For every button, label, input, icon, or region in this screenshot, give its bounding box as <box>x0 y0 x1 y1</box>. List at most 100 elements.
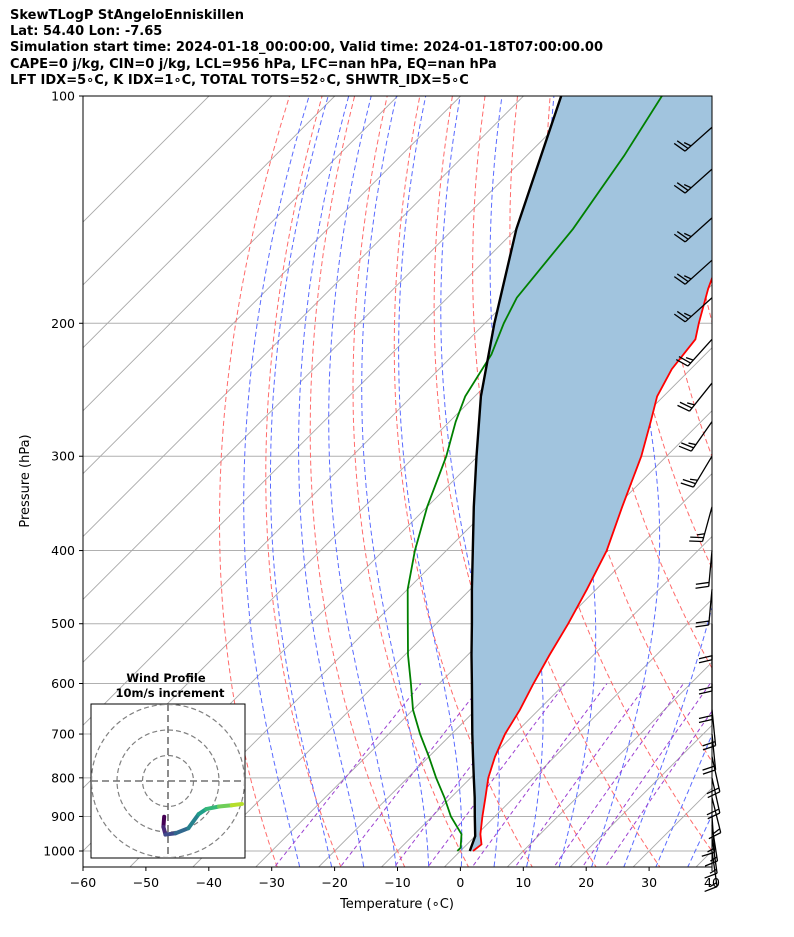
wind-barb-feather <box>698 655 713 660</box>
wind-barb-feather <box>678 356 691 364</box>
isotherm--120 <box>83 96 462 475</box>
wind-barb-feather <box>695 585 709 589</box>
wind-barb-feather <box>686 402 695 406</box>
wind-barb-staff <box>684 168 713 194</box>
wind-barb <box>673 259 713 285</box>
title-line-cape: CAPE=0 j/kg, CIN=0 j/kg, LCL=956 hPa, LF… <box>10 56 497 72</box>
wind-barb-feather <box>709 882 717 888</box>
wind-barb-staff <box>708 550 713 587</box>
wind-barb-feather <box>681 442 694 449</box>
wind-barb-feather <box>683 142 692 147</box>
dry-adiabat-70 <box>614 96 712 570</box>
mixing-ratio-0.4 <box>273 683 422 867</box>
title-line-location: Lat: 54.40 Lon: -7.65 <box>10 24 163 40</box>
y-tick-label: 400 <box>51 543 75 558</box>
wind-barb <box>708 797 722 840</box>
y-tick-label: 200 <box>51 316 75 331</box>
inset-content <box>91 704 245 858</box>
isotherm--150 <box>83 96 273 286</box>
wind-barb-feather <box>709 868 717 874</box>
x-tick-label: −20 <box>321 875 347 890</box>
moist-adiabat-30 <box>623 96 712 867</box>
x-tick-label: 30 <box>641 875 657 890</box>
wind-barb-staff <box>684 297 713 323</box>
isotherm--10 <box>380 535 712 867</box>
isotherm-50 <box>744 62 794 883</box>
wind-barb-staff <box>692 455 713 488</box>
mixing-ratio-1 <box>339 683 484 867</box>
x-axis-label: Temperature (∘C) <box>339 897 454 912</box>
wind-barb-feather <box>682 478 696 485</box>
wind-barb-feather <box>702 769 716 775</box>
wind-barb-feather <box>673 233 686 243</box>
y-tick-label: 100 <box>51 89 75 104</box>
wind-barb <box>704 850 718 893</box>
wind-barb-feather <box>698 690 713 695</box>
wind-barb-staff <box>711 733 717 770</box>
mixing-ratio-20 <box>604 710 712 867</box>
axes-layer: −60 −50 −40 −30 −20 −10 0 10 20 30 40 1000 900 800 700… <box>43 89 720 891</box>
dry-adiabat-120 <box>778 96 794 882</box>
moist-adiabat-35 <box>655 733 712 867</box>
wind-barb <box>680 455 713 488</box>
hodograph-segment <box>186 812 201 831</box>
shaded-area-layer <box>469 96 712 851</box>
wind-barb <box>673 168 713 194</box>
isotherm--140 <box>83 96 336 349</box>
wind-barb-feather <box>702 740 716 747</box>
x-tick-label: 0 <box>456 875 464 890</box>
wind-barb-feather <box>676 310 689 320</box>
wind-barb-feather <box>707 812 721 820</box>
wind-barb-staff <box>690 421 713 452</box>
moist-adiabat--15 <box>270 96 333 867</box>
wind-barb-staff <box>708 589 713 626</box>
x-tick-label: −40 <box>196 875 222 890</box>
isotherm--160 <box>83 96 210 223</box>
wind-barb-staff <box>687 338 713 367</box>
shaded-area <box>469 96 712 851</box>
wind-barb-feather <box>698 714 713 720</box>
temperature-line <box>472 275 712 852</box>
dewpoint-line <box>406 96 663 852</box>
dry-adiabat-0 <box>352 96 470 867</box>
wind-barb-feather <box>690 536 704 539</box>
wind-barb <box>695 550 713 589</box>
wind-barb-feather <box>697 533 705 536</box>
dry-adiabat-100 <box>713 96 794 882</box>
title-line-station: SkewTLogP StAngeloEnniskillen <box>10 8 244 23</box>
y-tick-label: 900 <box>51 809 75 824</box>
wind-barb-feather <box>706 808 720 816</box>
wind-barbs-layer <box>673 126 722 893</box>
wind-barb-feather <box>707 791 721 799</box>
wind-barb <box>673 297 713 323</box>
isotherm--130 <box>83 96 399 412</box>
wind-barb-feather <box>704 872 718 879</box>
wind-barb-staff <box>711 837 718 874</box>
wind-barb <box>695 589 713 628</box>
x-tick-label: −30 <box>259 875 285 890</box>
wind-barb-feather <box>673 313 686 323</box>
isotherm-20 <box>569 724 712 867</box>
wind-barb-feather <box>708 832 722 840</box>
wind-barb-feather <box>685 357 694 361</box>
wind-barb-feather <box>695 581 710 585</box>
wind-barb-feather <box>698 659 713 664</box>
parcel-profile-line <box>468 96 563 852</box>
wind-barb-feather <box>707 847 715 853</box>
isotherm--100 <box>83 96 588 601</box>
dry-adiabat--30 <box>219 96 290 867</box>
wind-barb-feather <box>704 886 718 893</box>
moist-adiabat-40 <box>687 813 712 867</box>
profile-lines-layer <box>406 96 712 852</box>
y-axis-label: Pressure (hPa) <box>18 434 33 527</box>
x-tick-label: −60 <box>70 875 96 890</box>
wind-barb-feather <box>684 312 692 318</box>
wind-barb-feather <box>676 231 689 240</box>
wind-barb <box>675 338 713 367</box>
moist-adiabat--20 <box>243 96 310 867</box>
y-tick-label: 800 <box>51 770 75 785</box>
dry-adiabat-10 <box>393 96 533 867</box>
isotherm-10 <box>506 661 712 867</box>
